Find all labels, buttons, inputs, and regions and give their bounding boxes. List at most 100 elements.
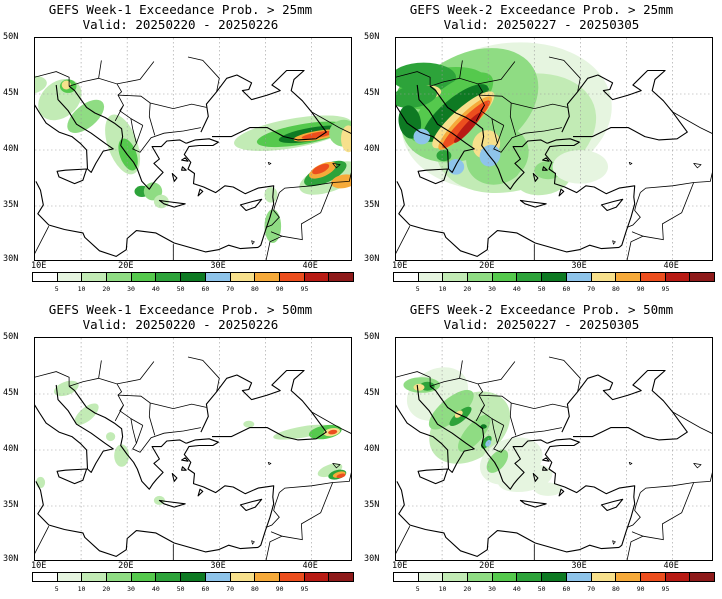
country-borders xyxy=(35,356,351,560)
colorbar-label: 90 xyxy=(636,585,645,593)
colorbar-label: 60 xyxy=(562,285,571,293)
lake xyxy=(612,240,616,245)
border xyxy=(148,402,156,436)
border xyxy=(396,371,431,387)
probability-contour xyxy=(486,449,509,473)
colorbar-swatch xyxy=(468,273,493,281)
longitude-label: 40E xyxy=(302,561,318,571)
colorbar-label: 10 xyxy=(77,285,86,293)
lake xyxy=(267,161,272,165)
probability-contour xyxy=(114,444,129,467)
border xyxy=(68,377,201,453)
border xyxy=(98,60,102,79)
colorbar-label: 80 xyxy=(251,585,259,593)
lake xyxy=(628,461,633,465)
coastline xyxy=(35,84,114,173)
border xyxy=(429,77,562,153)
panel-title: GEFS Week-2 Exceedance Prob. > 50mm xyxy=(409,302,674,317)
coastline xyxy=(200,69,327,141)
island xyxy=(181,457,189,462)
border xyxy=(187,56,220,92)
probability-contour xyxy=(396,84,438,108)
gridlines xyxy=(35,338,351,560)
probability-contour xyxy=(312,163,330,175)
probability-contour xyxy=(413,128,431,145)
probability-contour xyxy=(534,482,562,496)
longitude-label: 10E xyxy=(392,561,408,571)
colorbar-label: 40 xyxy=(151,285,160,293)
colorbar-swatch xyxy=(443,273,469,281)
coastline xyxy=(429,385,548,490)
border xyxy=(509,102,517,136)
colorbar-swatch xyxy=(131,273,157,281)
border xyxy=(396,226,411,254)
colorbar-label: 50 xyxy=(537,285,546,293)
border xyxy=(627,192,641,228)
longitude-label: 30E xyxy=(210,561,226,571)
colorbar-swatch xyxy=(131,573,157,581)
border xyxy=(35,526,50,554)
island xyxy=(519,499,547,508)
longitude-label: 40E xyxy=(302,261,318,271)
border xyxy=(68,77,201,153)
panel-valid-dates: Valid: 20250227 - 20250305 xyxy=(443,317,640,332)
probability-contour xyxy=(301,130,335,139)
coastline xyxy=(429,85,548,190)
longitude-label: 40E xyxy=(663,261,679,271)
country-borders xyxy=(396,56,712,260)
colorbar-label: 10 xyxy=(438,585,447,593)
border xyxy=(114,405,124,422)
border xyxy=(266,492,280,528)
colorbar-label: 30 xyxy=(127,585,135,593)
island xyxy=(600,198,624,212)
coastline xyxy=(183,438,275,548)
colorbar-label: 10 xyxy=(77,585,86,593)
colorbar-swatch xyxy=(616,273,641,281)
island xyxy=(542,157,550,162)
latitude-label: 40N xyxy=(3,144,19,154)
latitude-label: 35N xyxy=(3,500,19,510)
lake xyxy=(332,463,341,469)
island xyxy=(171,172,178,182)
border xyxy=(35,226,50,254)
border xyxy=(459,360,463,379)
colorbar-label: 95 xyxy=(300,585,309,593)
colorbar-label: 20 xyxy=(102,585,111,593)
colorbar-swatch xyxy=(418,273,444,281)
latitude-label: 35N xyxy=(364,200,380,210)
coastlines xyxy=(35,69,341,257)
border xyxy=(475,105,485,122)
border xyxy=(627,492,641,528)
colorbar-swatch xyxy=(279,573,305,581)
colorbar-label: 90 xyxy=(636,285,645,293)
lake xyxy=(251,540,255,545)
coastline xyxy=(68,85,187,190)
lake xyxy=(332,163,341,169)
colorbar-label: 40 xyxy=(512,285,521,293)
map-frame xyxy=(395,337,713,561)
colorbar-swatch xyxy=(33,573,58,581)
panel-title: GEFS Week-1 Exceedance Prob. > 50mm xyxy=(48,302,313,317)
colorbar-swatch xyxy=(205,573,231,581)
latitude-label: 50N xyxy=(3,332,19,342)
border xyxy=(475,405,485,422)
colorbar-swatch xyxy=(255,273,280,281)
border xyxy=(497,425,505,444)
colorbar-swatch xyxy=(566,573,592,581)
colorbar-label: 5 xyxy=(54,285,59,293)
probability-contour xyxy=(457,414,491,452)
longitude-label: 30E xyxy=(210,261,226,271)
colorbar xyxy=(32,272,354,282)
colorbar-swatch xyxy=(690,273,714,281)
longitude-label: 10E xyxy=(31,261,47,271)
colorbar-swatch xyxy=(517,273,543,281)
coastline xyxy=(200,369,327,441)
latitude-label: 30N xyxy=(364,254,380,264)
gridlines xyxy=(396,338,712,560)
probability-contour xyxy=(317,463,343,478)
lake xyxy=(267,461,272,465)
border xyxy=(281,182,334,241)
island xyxy=(56,168,88,185)
colorbar-label: 60 xyxy=(201,585,210,593)
colorbar-swatch xyxy=(205,273,231,281)
